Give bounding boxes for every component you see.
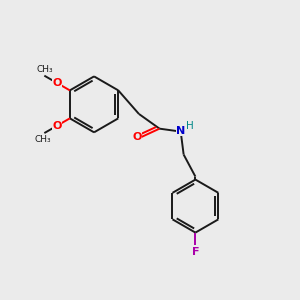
Text: CH₃: CH₃ [36, 65, 52, 74]
Text: O: O [132, 133, 142, 142]
Text: O: O [52, 121, 62, 131]
Text: O: O [52, 78, 62, 88]
Text: N: N [176, 126, 185, 136]
Text: F: F [192, 247, 199, 257]
Text: H: H [186, 121, 194, 131]
Text: CH₃: CH₃ [34, 134, 51, 143]
